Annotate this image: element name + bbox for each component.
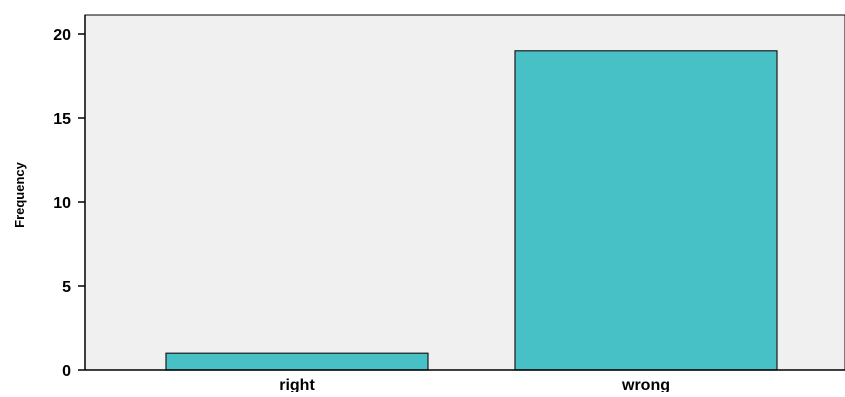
- y-tick-label: 0: [62, 363, 71, 380]
- y-tick-label: 15: [53, 111, 71, 128]
- x-axis-labels: right wrong: [279, 377, 670, 394]
- y-tick-label: 10: [53, 195, 71, 212]
- x-category-label-wrong: wrong: [621, 377, 670, 392]
- x-category-label-right: right: [279, 377, 315, 392]
- bars: [165, 50, 778, 371]
- y-tick-label: 5: [62, 279, 71, 296]
- bar-wrong: [514, 50, 778, 371]
- bar-right: [165, 352, 429, 371]
- y-axis-ticks: 0 5 10 15 20: [53, 27, 85, 380]
- y-tick-label: 20: [53, 27, 71, 44]
- y-axis-title: Frequency: [12, 161, 27, 228]
